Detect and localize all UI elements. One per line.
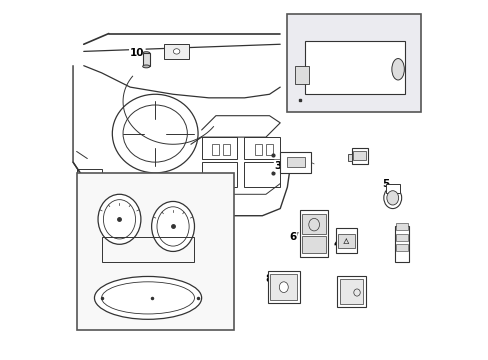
Bar (395, 244, 407, 251)
Bar (287, 14, 421, 112)
Text: 1: 1 (119, 230, 126, 240)
Bar (302, 237, 325, 253)
Bar (77, 169, 102, 205)
Bar (287, 157, 305, 167)
Ellipse shape (94, 276, 201, 319)
Bar (212, 144, 219, 155)
Ellipse shape (142, 65, 149, 68)
Bar (347, 154, 352, 161)
Bar (164, 44, 189, 59)
Bar (395, 234, 407, 241)
Ellipse shape (279, 282, 287, 293)
Bar (102, 237, 194, 262)
Bar (337, 234, 354, 248)
Bar (201, 137, 237, 158)
Text: 7: 7 (395, 252, 403, 262)
Bar (302, 213, 325, 234)
Ellipse shape (173, 49, 180, 54)
Ellipse shape (386, 191, 398, 205)
Bar (351, 148, 367, 164)
Bar (270, 274, 297, 300)
Bar (77, 173, 233, 330)
Text: 4: 4 (333, 239, 340, 249)
Bar (201, 162, 237, 187)
Bar (294, 66, 308, 84)
Bar (265, 144, 272, 155)
Ellipse shape (142, 52, 149, 55)
Text: 3: 3 (274, 161, 282, 171)
Bar (280, 152, 310, 173)
Text: 10: 10 (130, 48, 144, 58)
Bar (337, 276, 365, 307)
Text: 5: 5 (381, 179, 388, 189)
Bar (223, 144, 230, 155)
Text: 2: 2 (126, 284, 134, 294)
Bar (299, 210, 328, 257)
Bar (335, 228, 356, 253)
Bar (255, 144, 262, 155)
Bar (244, 137, 280, 158)
Bar (142, 53, 149, 66)
Text: 8: 8 (264, 274, 272, 284)
Bar (353, 152, 365, 160)
Ellipse shape (391, 59, 404, 80)
Bar (244, 162, 280, 187)
Bar (394, 226, 408, 262)
Bar (395, 223, 407, 230)
Text: 6: 6 (288, 232, 296, 242)
Ellipse shape (383, 187, 401, 208)
Text: 9: 9 (344, 290, 351, 300)
Bar (267, 271, 299, 303)
Text: 12: 12 (338, 39, 353, 49)
Bar (385, 184, 399, 193)
Text: 11: 11 (354, 151, 369, 161)
Bar (305, 41, 405, 94)
Bar (339, 279, 363, 304)
Ellipse shape (151, 202, 194, 251)
Ellipse shape (98, 194, 141, 244)
